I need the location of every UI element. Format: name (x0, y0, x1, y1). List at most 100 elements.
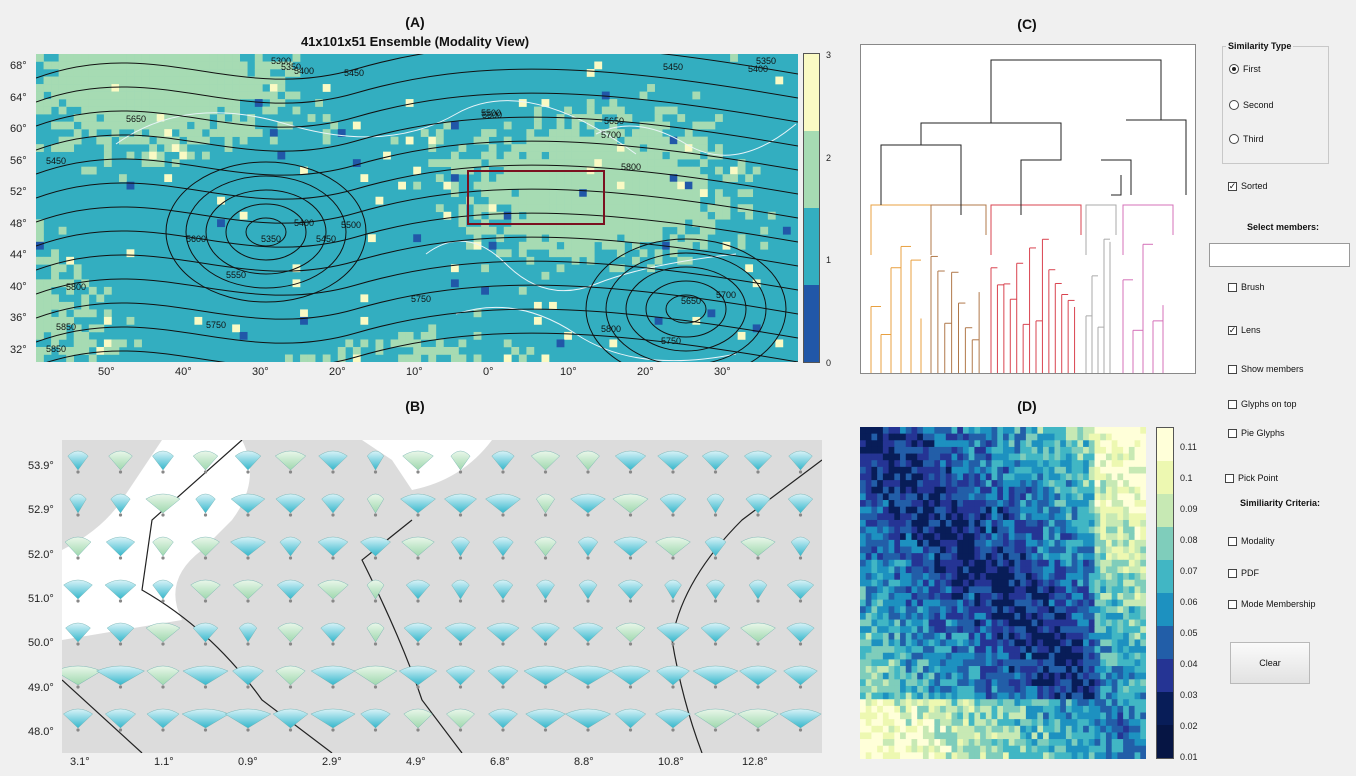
pdf-glyph[interactable] (277, 622, 304, 643)
pdf-glyph[interactable] (740, 622, 776, 643)
pdf-glyph[interactable] (655, 708, 691, 729)
radio-third[interactable]: Third (1229, 134, 1264, 144)
select-members-input[interactable] (1209, 243, 1350, 267)
pdf-glyph[interactable] (360, 708, 391, 729)
pdf-glyph[interactable] (366, 622, 385, 643)
pdf-glyph[interactable] (317, 579, 349, 600)
pdf-glyph[interactable] (145, 493, 181, 514)
similarity-matrix[interactable] (860, 427, 1146, 759)
pdf-glyph[interactable] (62, 665, 102, 686)
pdf-glyph[interactable] (704, 536, 727, 557)
pdf-glyph[interactable] (69, 493, 87, 514)
pdf-glyph[interactable] (488, 708, 518, 729)
pdf-glyph[interactable] (492, 579, 514, 600)
lens-checkbox-box[interactable]: ✓ (1228, 324, 1237, 335)
pdf-glyph[interactable] (310, 665, 356, 686)
pdf-glyph[interactable] (786, 579, 815, 600)
pdf-glyph[interactable] (614, 450, 647, 471)
pdf-glyph[interactable] (320, 622, 346, 643)
pdf-glyph[interactable] (192, 450, 219, 471)
pdf-glyph[interactable] (405, 579, 431, 600)
pdf-glyph[interactable] (65, 622, 91, 643)
pdf-glyph[interactable] (67, 450, 89, 471)
pdf-glyph[interactable] (353, 665, 398, 686)
pdf-glyph[interactable] (146, 708, 180, 729)
pdf-glyph[interactable] (536, 493, 555, 514)
pdf-checkbox[interactable]: PDF (1228, 568, 1259, 578)
pdf-glyph[interactable] (318, 450, 348, 471)
pdf-glyph[interactable] (612, 493, 649, 514)
pdf-glyph[interactable] (182, 665, 229, 686)
pdf-glyph[interactable] (487, 665, 519, 686)
mode-membership-checkbox-box[interactable] (1228, 599, 1237, 609)
pdf-glyph[interactable] (565, 708, 611, 729)
pdf-glyph[interactable] (744, 450, 772, 471)
pdf-glyph[interactable] (444, 493, 477, 514)
pdf-glyph[interactable] (317, 536, 349, 557)
show-members-checkbox-box[interactable] (1228, 364, 1237, 374)
pdf-glyph[interactable] (659, 493, 687, 514)
pdf-glyph[interactable] (446, 708, 475, 729)
pdf-glyph[interactable] (192, 622, 219, 643)
pdf-glyph[interactable] (613, 536, 648, 557)
pdf-glyph[interactable] (491, 450, 515, 471)
brush-checkbox-box[interactable] (1228, 282, 1237, 292)
pdf-glyph[interactable] (779, 708, 822, 729)
pdf-glyph[interactable] (63, 579, 93, 600)
pdf-glyph[interactable] (275, 493, 306, 514)
pdf-glyph[interactable] (321, 493, 345, 514)
pdf-glyph[interactable] (737, 708, 779, 729)
pdf-glyph[interactable] (570, 493, 606, 514)
pdf-glyph[interactable] (230, 536, 266, 557)
mode-membership-checkbox[interactable]: Mode Membership (1228, 599, 1316, 609)
pdf-glyph[interactable] (238, 622, 258, 643)
radio-second-indicator[interactable] (1229, 100, 1239, 110)
pdf-glyph[interactable] (398, 665, 438, 686)
pdf-glyph[interactable] (451, 579, 470, 600)
pdf-glyph[interactable] (402, 450, 434, 471)
dendrogram[interactable] (860, 44, 1196, 374)
pdf-glyph[interactable] (104, 579, 137, 600)
pdf-glyph[interactable] (279, 536, 302, 557)
radio-first[interactable]: First (1229, 64, 1261, 74)
pdf-glyph[interactable] (534, 536, 557, 557)
pdf-glyph[interactable] (610, 665, 651, 686)
pdf-glyph[interactable] (664, 579, 682, 600)
modality-checkbox[interactable]: Modality (1228, 536, 1275, 546)
pdf-glyph[interactable] (401, 536, 435, 557)
pdf-glyph[interactable] (525, 708, 566, 729)
pdf-glyph[interactable] (230, 493, 266, 514)
brush-checkbox[interactable]: Brush (1228, 282, 1265, 292)
pdf-glyph[interactable] (181, 708, 230, 729)
pdf-glyph[interactable] (706, 579, 725, 600)
pdf-glyph[interactable] (96, 665, 145, 686)
pdf-glyph[interactable] (64, 536, 92, 557)
pdf-glyph[interactable] (367, 450, 384, 471)
pdf-glyph[interactable] (576, 450, 600, 471)
pdf-glyph[interactable] (492, 536, 514, 557)
pdf-glyph[interactable] (572, 622, 604, 643)
pdf-glyph[interactable] (310, 708, 356, 729)
show-members-checkbox[interactable]: Show members (1228, 364, 1304, 374)
pdf-glyph[interactable] (531, 622, 560, 643)
pdf-glyph[interactable] (403, 708, 433, 729)
pdf-glyph[interactable] (190, 579, 221, 600)
pdf-glyph[interactable] (692, 665, 739, 686)
pdf-glyph[interactable] (745, 493, 771, 514)
pdf-glyph[interactable] (530, 450, 561, 471)
pdf-glyph[interactable] (786, 622, 815, 643)
pdf-glyph[interactable] (110, 493, 131, 514)
pdf-glyph[interactable] (400, 493, 436, 514)
pdf-glyph[interactable] (739, 665, 777, 686)
pdf-glyph[interactable] (578, 579, 598, 600)
pdf-glyph[interactable] (790, 536, 811, 557)
pdf-glyph[interactable] (577, 536, 599, 557)
pdf-glyph[interactable] (232, 665, 264, 686)
pdf-glyph[interactable] (486, 622, 520, 643)
pdf-glyph[interactable] (275, 665, 306, 686)
pdf-glyph[interactable] (564, 665, 612, 686)
pdf-glyph[interactable] (536, 579, 555, 600)
pdf-glyph[interactable] (451, 536, 470, 557)
pdf-glyph[interactable] (106, 622, 135, 643)
pdf-glyph[interactable] (444, 622, 477, 643)
